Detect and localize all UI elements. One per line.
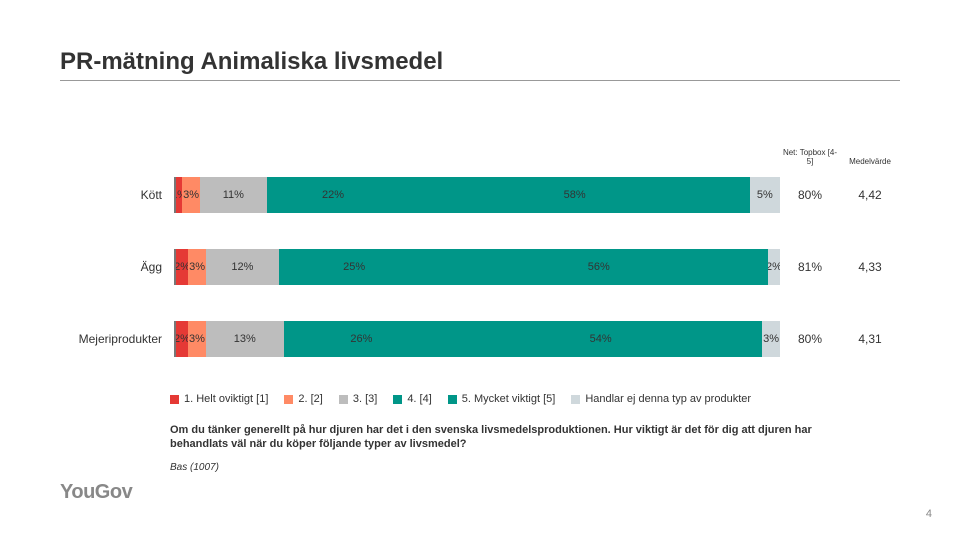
bar-segment: 11% [200, 177, 266, 213]
stacked-bar: 2%3%12%25%56%2% [174, 249, 780, 285]
bar-segment: 3% [188, 249, 206, 285]
bar-segment: 58% [399, 177, 749, 213]
legend-item: 4. [4] [393, 393, 431, 405]
legend-label: Handlar ej denna typ av produkter [585, 393, 751, 405]
legend-item: 3. [3] [339, 393, 377, 405]
bar-segment: 13% [206, 321, 284, 357]
legend-label: 4. [4] [407, 393, 431, 405]
row-label: Mejeriprodukter [64, 332, 174, 346]
bar-segment: 25% [279, 249, 430, 285]
value-topbox: 80% [780, 332, 840, 346]
legend-swatch [170, 395, 179, 404]
legend-swatch [571, 395, 580, 404]
chart-headers: Net: Topbox [4-5] Medelvärde [64, 141, 900, 167]
header-topbox: Net: Topbox [4-5] [780, 149, 840, 167]
bar-segment: 56% [430, 249, 768, 285]
question-text: Om du tänker generellt på hur djuren har… [170, 423, 860, 452]
value-topbox: 81% [780, 260, 840, 274]
legend-swatch [284, 395, 293, 404]
header-medel: Medelvärde [840, 158, 900, 167]
value-medel: 4,33 [840, 260, 900, 274]
legend-item: 5. Mycket viktigt [5] [448, 393, 556, 405]
chart: Net: Topbox [4-5] Medelvärde Kött1%3%11%… [64, 141, 900, 357]
chart-row: Mejeriprodukter2%3%13%26%54%3%80%4,31 [64, 321, 900, 357]
value-topbox: 80% [780, 188, 840, 202]
bar-segment: 5% [750, 177, 780, 213]
row-label: Kött [64, 188, 174, 202]
legend-item: Handlar ej denna typ av produkter [571, 393, 751, 405]
bar-segment: 26% [284, 321, 439, 357]
value-medel: 4,42 [840, 188, 900, 202]
bar-segment: 2% [176, 249, 188, 285]
base-text: Bas (1007) [170, 462, 900, 473]
stacked-bar: 2%3%13%26%54%3% [174, 321, 780, 357]
bar-segment: 2% [768, 249, 780, 285]
stacked-bar: 1%3%11%22%58%5% [174, 177, 780, 213]
bar-segment: 22% [267, 177, 400, 213]
page-title: PR-mätning Animaliska livsmedel [60, 48, 900, 81]
bar-segment: 12% [206, 249, 278, 285]
legend: 1. Helt oviktigt [1] 2. [2] 3. [3] 4. [4] 5.… [170, 393, 900, 405]
legend-label: 1. Helt oviktigt [1] [184, 393, 268, 405]
legend-label: 5. Mycket viktigt [5] [462, 393, 556, 405]
legend-swatch [393, 395, 402, 404]
legend-label: 2. [2] [298, 393, 322, 405]
legend-swatch [339, 395, 348, 404]
legend-item: 1. Helt oviktigt [1] [170, 393, 268, 405]
bar-segment: 54% [439, 321, 762, 357]
legend-swatch [448, 395, 457, 404]
page-number: 4 [926, 508, 932, 520]
bar-segment: 3% [762, 321, 780, 357]
logo: YouGov [60, 481, 132, 504]
chart-row: Kött1%3%11%22%58%5%80%4,42 [64, 177, 900, 213]
legend-label: 3. [3] [353, 393, 377, 405]
row-label: Ägg [64, 260, 174, 274]
chart-row: Ägg2%3%12%25%56%2%81%4,33 [64, 249, 900, 285]
legend-item: 2. [2] [284, 393, 322, 405]
value-medel: 4,31 [840, 332, 900, 346]
bar-segment: 3% [182, 177, 200, 213]
bar-segment: 3% [188, 321, 206, 357]
bar-segment: 2% [176, 321, 188, 357]
